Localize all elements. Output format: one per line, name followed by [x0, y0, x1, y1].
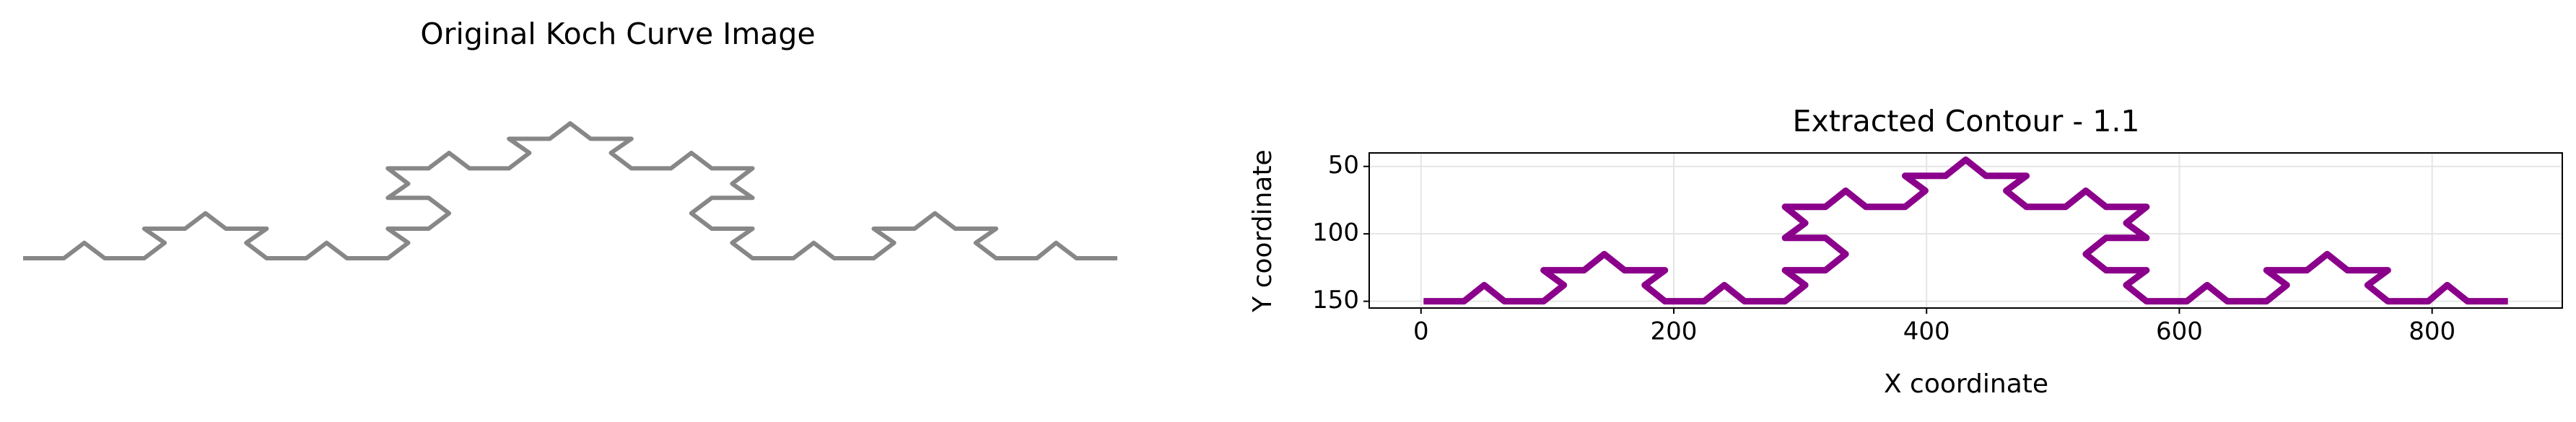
y-tick-label: 100 [1312, 219, 1359, 247]
contour-line [1423, 156, 2508, 305]
x-tick-label: 600 [2156, 317, 2203, 346]
x-axis-label: X coordinate [1884, 369, 2048, 399]
x-tick-label: 200 [1651, 317, 1698, 346]
plot-frame [1368, 152, 2563, 309]
koch-image-curve [23, 121, 1117, 260]
x-tick-label: 0 [1413, 317, 1429, 346]
y-tick-label: 150 [1312, 286, 1359, 315]
x-tick-label: 800 [2409, 317, 2455, 346]
y-axis-label: Y coordinate [1248, 149, 1278, 312]
chart-title: Extracted Contour - 1.1 [1793, 104, 2140, 139]
image-title: Original Koch Curve Image [420, 17, 815, 51]
x-tick-label: 400 [1903, 317, 1950, 346]
y-tick-label: 50 [1328, 151, 1359, 180]
